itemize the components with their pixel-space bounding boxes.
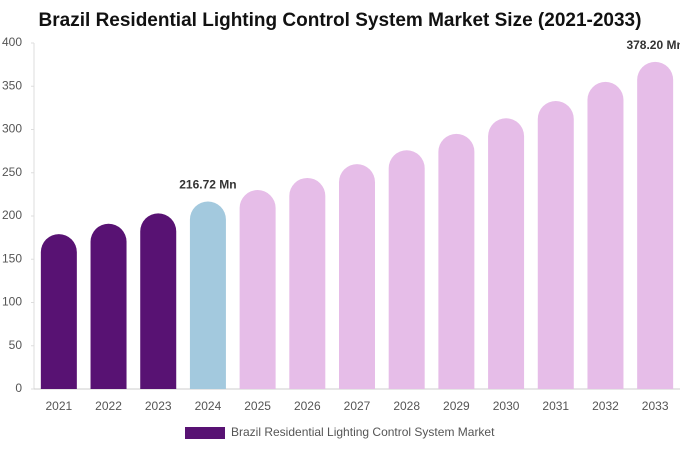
x-tick-label: 2022: [95, 399, 122, 413]
x-tick-label: 2031: [542, 399, 569, 413]
x-tick-label: 2029: [443, 399, 470, 413]
x-tick-label: 2024: [195, 399, 222, 413]
bar: [140, 213, 177, 389]
x-tick-label: 2030: [493, 399, 520, 413]
bar: [438, 133, 475, 389]
bar: [189, 201, 226, 389]
y-tick-label: 0: [15, 381, 22, 395]
x-tick-label: 2023: [145, 399, 172, 413]
bar: [537, 100, 574, 389]
bar: [239, 190, 276, 389]
bar: [90, 223, 127, 389]
bar: [637, 61, 674, 390]
y-tick-label: 150: [2, 251, 22, 265]
x-tick-label: 2028: [393, 399, 420, 413]
bar: [40, 234, 77, 389]
y-tick-label: 200: [2, 208, 22, 222]
x-tick-label: 2026: [294, 399, 321, 413]
x-tick-label: 2027: [344, 399, 371, 413]
x-tick-label: 2021: [45, 399, 72, 413]
y-tick-label: 300: [2, 122, 22, 136]
bar: [488, 118, 525, 390]
y-tick-label: 50: [9, 338, 23, 352]
legend-swatch: [185, 427, 225, 439]
bar: [587, 81, 624, 390]
x-tick-label: 2033: [642, 399, 669, 413]
y-tick-label: 400: [2, 35, 22, 49]
legend-label: Brazil Residential Lighting Control Syst…: [231, 425, 495, 439]
x-tick-label: 2025: [244, 399, 271, 413]
bar: [388, 150, 425, 389]
y-tick-label: 250: [2, 165, 22, 179]
value-label: 216.72 Mn: [179, 178, 236, 192]
chart-title: Brazil Residential Lighting Control Syst…: [39, 10, 642, 31]
y-tick-label: 350: [2, 78, 22, 92]
y-tick-label: 100: [2, 295, 22, 309]
bar: [339, 164, 375, 389]
x-tick-label: 2032: [592, 399, 619, 413]
bar: [289, 177, 326, 389]
value-label: 378.20 Mn: [626, 38, 680, 52]
